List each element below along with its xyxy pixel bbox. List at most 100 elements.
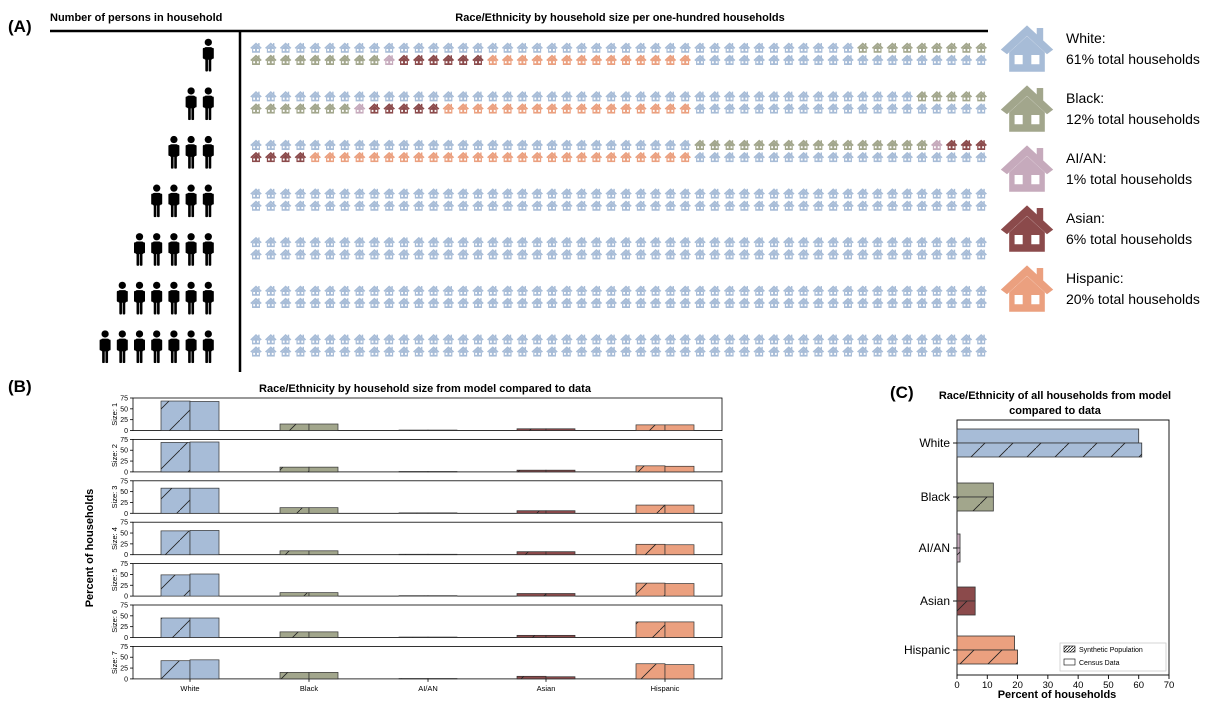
legend-swatch-census (1063, 658, 1076, 666)
model-bar-hatch (280, 467, 309, 472)
census-bar (956, 635, 1015, 651)
legend-box (1059, 642, 1167, 672)
y-tick-label: 0 (124, 635, 128, 642)
model-bar-hatch (280, 507, 309, 514)
y-tick-label: 75 (120, 396, 128, 403)
data-bar (308, 550, 339, 556)
data-bar (664, 664, 695, 680)
y-tick-label: 25 (120, 500, 128, 507)
data-bar (545, 510, 576, 514)
synthetic-bar-hatch (957, 443, 1142, 457)
model-bar-hatch (636, 663, 665, 679)
data-bar (189, 617, 220, 638)
model-bar-hatch (636, 544, 665, 555)
legend-percent: 6% total households (1066, 231, 1192, 247)
chart-a-title: Race/Ethnicity by household size per one… (455, 12, 784, 24)
y-tick-label: 0 (124, 469, 128, 476)
x-tick-label: 40 (1073, 680, 1084, 691)
legend-swatch-synthetic (1063, 645, 1076, 653)
chart-b-title: Race/Ethnicity by household size from mo… (259, 383, 592, 395)
model-bar-hatch (517, 593, 546, 597)
y-tick-label: 75 (120, 520, 128, 527)
census-bar (956, 586, 976, 602)
y-tick-label: 0 (124, 594, 128, 601)
y-tick-label: 25 (120, 583, 128, 590)
y-tick-label: 25 (120, 459, 128, 466)
data-bar (189, 659, 220, 680)
model-bar-hatch (517, 510, 546, 514)
subplot-label: Size: 6 (110, 610, 119, 633)
y-tick-label: 0 (124, 676, 128, 683)
y-tick-label: 75 (120, 644, 128, 651)
panel-label-b: (B) (8, 377, 32, 396)
model-bar-hatch (280, 424, 309, 431)
y-tick-label: 0 (124, 511, 128, 518)
legend-percent: 12% total households (1066, 111, 1200, 127)
model-bar-hatch (517, 676, 546, 679)
subplot-label: Size: 3 (110, 486, 119, 509)
y-tick-label: 0 (124, 552, 128, 559)
x-tick-label: Hispanic (651, 684, 680, 693)
x-tick-label: 20 (1012, 680, 1023, 691)
subplot-label: Size: 1 (110, 403, 119, 426)
data-bar (664, 544, 695, 556)
synthetic-bar-hatch (957, 548, 961, 562)
y-tick-label: 75 (120, 478, 128, 485)
model-bar-hatch (517, 470, 546, 472)
model-bar-hatch (280, 550, 309, 555)
data-bar (545, 551, 576, 556)
legend-percent: 61% total households (1066, 51, 1200, 67)
subplot-label: Size: 7 (110, 651, 119, 674)
y-tick-label: 50 (120, 531, 128, 538)
data-bar (545, 634, 576, 638)
y-tick-label: 25 (120, 541, 128, 548)
census-bar (956, 428, 1140, 444)
data-bar (308, 672, 339, 680)
data-bar (664, 583, 695, 597)
model-bar-hatch (636, 583, 665, 597)
x-tick-label: 10 (982, 680, 993, 691)
subplot-label: Size: 4 (110, 527, 119, 550)
model-bar-hatch (161, 488, 190, 514)
y-tick-label: 50 (120, 448, 128, 455)
model-bar-hatch (280, 672, 309, 679)
model-bar-hatch (280, 592, 309, 597)
panel-label-a: (A) (8, 17, 32, 36)
legend-label: Black: (1066, 90, 1104, 106)
y-tick-label: 0 (124, 428, 128, 435)
legend-percent: 20% total households (1066, 291, 1200, 307)
model-bar-hatch (517, 551, 546, 555)
data-bar (189, 401, 220, 431)
x-tick-label: AI/AN (418, 684, 438, 693)
data-bar (189, 441, 220, 473)
y-tick-label: 50 (120, 406, 128, 413)
data-bar (545, 593, 576, 597)
data-bar (664, 621, 695, 638)
model-bar-hatch (161, 660, 190, 679)
x-tick-label: 50 (1103, 680, 1114, 691)
x-tick-label: 0 (954, 680, 959, 691)
x-tick-label: 30 (1043, 680, 1054, 691)
model-bar-hatch (161, 574, 190, 597)
legend-label: White: (1066, 30, 1106, 46)
data-bar (308, 631, 339, 638)
data-bar (664, 504, 695, 514)
y-tick-label: 75 (120, 561, 128, 568)
chart-c-xlabel: Percent of households (998, 689, 1117, 701)
model-bar-hatch (636, 505, 665, 514)
data-bar (189, 573, 220, 597)
category-label: White (919, 436, 950, 450)
model-bar-hatch (161, 442, 190, 472)
y-tick-label: 50 (120, 489, 128, 496)
synthetic-bar-hatch (957, 601, 976, 615)
synthetic-bar-hatch (957, 650, 1018, 664)
y-tick-label: 50 (120, 572, 128, 579)
subplot-label: Size: 5 (110, 568, 119, 591)
chart-c-title: Race/Ethnicity of all households from mo… (939, 390, 1171, 402)
household-pictograph: Number of persons in household Race/Ethn… (50, 12, 1200, 372)
data-bar (664, 465, 695, 473)
y-tick-label: 75 (120, 603, 128, 610)
census-bar (956, 482, 994, 498)
x-tick-label: Asian (537, 684, 556, 693)
